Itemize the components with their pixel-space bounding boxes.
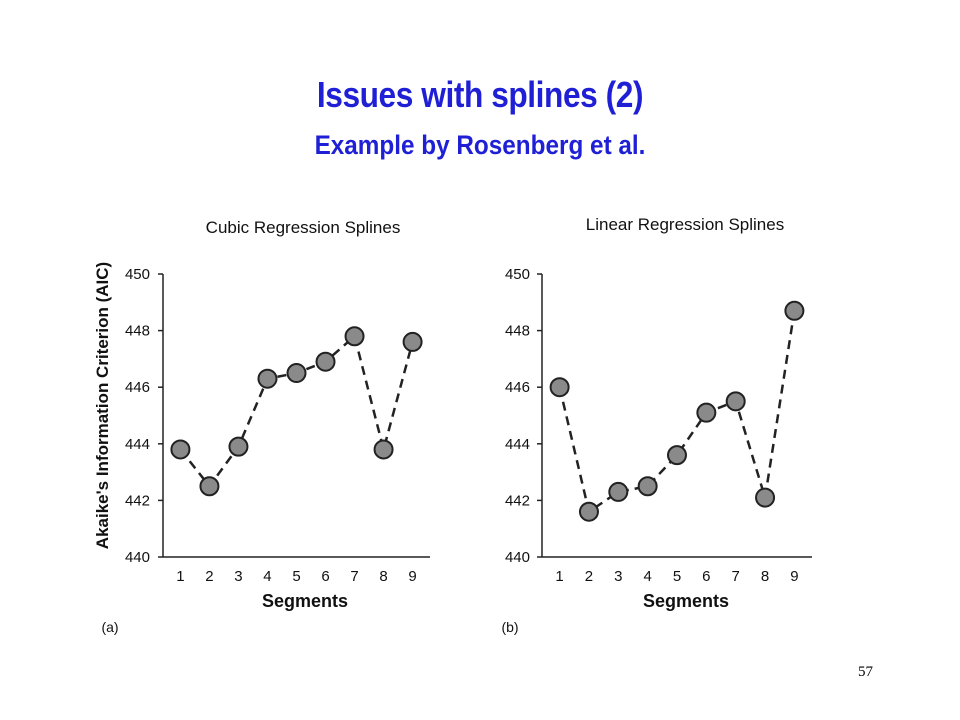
- data-point: [667, 445, 687, 466]
- slide-title: Issues with splines (2): [316, 74, 644, 115]
- page-number: 57: [858, 664, 873, 680]
- slide-subtitle: Example by Rosenberg et al.: [314, 130, 646, 160]
- y-tick-label: 442: [125, 492, 150, 509]
- data-point: [549, 377, 570, 398]
- y-tick-label: 440: [505, 549, 530, 566]
- y-axis-label: Akaike's Information Criterion (AIC): [93, 262, 112, 549]
- chart-title: Cubic Regression Splines: [206, 218, 401, 237]
- x-tick-label: 9: [790, 568, 798, 585]
- series-line: [558, 310, 796, 514]
- data-point: [257, 368, 278, 389]
- x-tick-label: 8: [761, 568, 769, 585]
- x-tick-label: 9: [408, 568, 416, 585]
- chart-panel-a: Cubic Regression Splines 440 442 444 446 448 4…: [93, 218, 430, 635]
- y-tick-label: 444: [125, 436, 150, 453]
- x-tick-label: 8: [379, 568, 387, 585]
- panel-label: (b): [501, 619, 518, 635]
- x-tick-label: 4: [643, 568, 651, 585]
- x-tick-label: 1: [555, 568, 563, 585]
- data-point: [286, 363, 307, 384]
- y-tick-label: 450: [505, 266, 530, 283]
- data-point: [373, 439, 394, 460]
- x-axis-label: Segments: [643, 591, 729, 611]
- data-point: [725, 391, 746, 412]
- series-line: [179, 333, 414, 489]
- x-axis-label: Segments: [262, 591, 348, 611]
- data-point: [784, 300, 805, 321]
- data-point: [228, 436, 249, 457]
- data-point: [315, 351, 336, 372]
- x-tick-label: 7: [350, 568, 358, 585]
- data-point: [344, 326, 365, 347]
- x-tick-label: 5: [673, 568, 681, 585]
- x-tick-label: 4: [263, 568, 271, 585]
- panel-label: (a): [101, 619, 118, 635]
- x-tick-label: 3: [234, 568, 242, 585]
- y-tick-label: 446: [505, 379, 530, 396]
- data-point: [578, 501, 599, 522]
- data-point: [696, 402, 717, 423]
- y-tick-label: 448: [505, 323, 530, 340]
- chart-title: Linear Regression Splines: [586, 215, 784, 234]
- x-tick-label: 5: [292, 568, 300, 585]
- y-tick-label: 446: [125, 379, 150, 396]
- y-tick-label: 448: [125, 323, 150, 340]
- chart-panel-b: Linear Regression Splines 440 442 444 446 448…: [501, 215, 812, 635]
- x-tick-label: 7: [732, 568, 740, 585]
- data-point: [402, 331, 423, 352]
- x-tick-label: 2: [205, 568, 213, 585]
- x-tick-label: 6: [702, 568, 710, 585]
- x-tick-label: 1: [176, 568, 184, 585]
- x-tick-label: 6: [321, 568, 329, 585]
- y-tick-label: 440: [125, 549, 150, 566]
- data-point: [199, 476, 220, 497]
- data-point: [170, 439, 191, 460]
- y-tick-label: 450: [125, 266, 150, 283]
- data-point: [608, 481, 629, 502]
- x-tick-label: 3: [614, 568, 622, 585]
- data-point: [755, 487, 776, 508]
- y-tick-label: 442: [505, 492, 530, 509]
- x-tick-label: 2: [585, 568, 593, 585]
- data-point: [637, 476, 658, 497]
- y-tick-label: 444: [505, 436, 530, 453]
